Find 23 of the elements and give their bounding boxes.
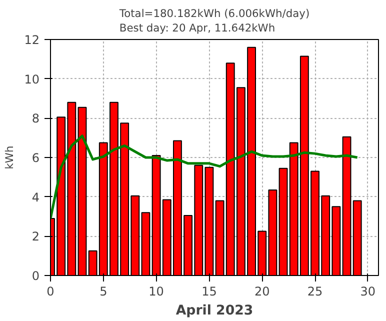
- y-tick-label: 0: [32, 269, 40, 283]
- x-tick-label: 20: [254, 284, 270, 298]
- x-tick-label: 0: [46, 284, 54, 298]
- chart-title: Total=180.182kWh (6.006kWh/day) Best day: 20 Apr, 11.642kWh: [118, 7, 310, 34]
- bar: [278, 168, 288, 276]
- y-tick-label: 8: [32, 112, 40, 126]
- y-tick-label: 2: [32, 230, 40, 244]
- y-tick-label: 6: [32, 151, 40, 165]
- x-tick-label: 5: [100, 284, 108, 298]
- x-tick-label: 25: [307, 284, 323, 298]
- bar: [352, 200, 362, 276]
- bar: [342, 136, 352, 276]
- y-tick-label: 12: [24, 33, 40, 47]
- x-tick-label: 15: [202, 284, 217, 298]
- y-tick-label: 4: [32, 190, 40, 204]
- bar: [141, 212, 150, 276]
- y-tick-label: 10: [24, 72, 40, 86]
- line-series: [50, 134, 359, 220]
- y-axis-title: kWh: [3, 146, 16, 170]
- bar: [78, 106, 87, 276]
- x-axis-title: April 2023: [176, 304, 254, 318]
- x-tick-label: 30: [360, 284, 376, 298]
- x-tick-label: 10: [148, 284, 164, 298]
